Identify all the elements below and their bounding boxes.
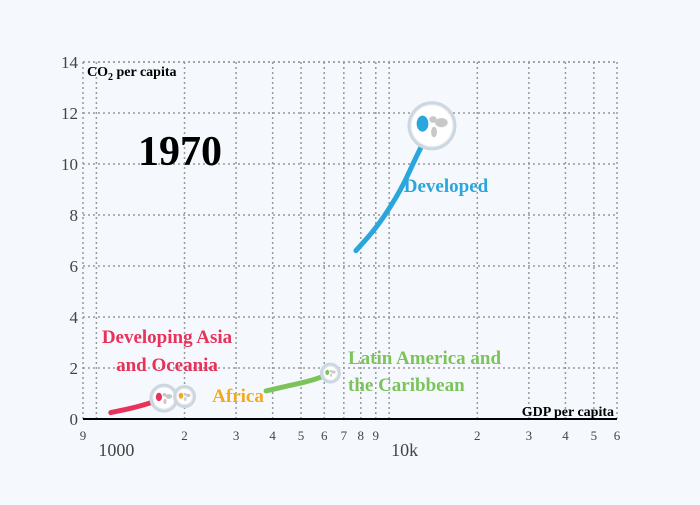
globe-continent [179,393,183,399]
y-tick-label: 14 [61,53,79,72]
globe-continent [156,393,162,401]
y-tick-label: 8 [70,206,79,225]
year-label: 1970 [138,129,222,175]
x-tick-label: 6 [321,428,328,443]
x-tick-label: 9 [373,428,380,443]
series-label-line: and Oceania [116,355,218,376]
series-label: Developing Asia and Oceania [102,327,233,376]
series-label: Africa [212,386,264,407]
globe-continent [431,127,437,138]
x-tick-label: 10k [391,440,418,460]
series-label: Developed [404,176,489,197]
x-tick-label: 9 [80,428,87,443]
globe-continent [166,394,173,399]
x-tick-label: 4 [562,428,569,443]
globe-continent [417,116,429,132]
x-tick-label: 4 [269,428,276,443]
y-tick-label: 12 [61,104,78,123]
globe-icon [175,387,195,407]
globe-continent [330,373,332,377]
series-label: Latin America and the Caribbean [348,348,501,396]
x-tick-label: 3 [526,428,533,443]
x-tick-label: 2 [181,428,188,443]
globe-continent [184,397,186,401]
y-tick-label: 2 [70,359,79,378]
globe-icon [321,364,339,382]
x-tick-label: 2 [474,428,481,443]
y-tick-label: 6 [70,257,79,276]
y-tick-label: 10 [61,155,78,174]
series-label-line: Developing Asia [102,327,233,348]
x-tick-label: 7 [341,428,348,443]
series-label-line: Africa [212,386,264,407]
globe-icon [409,103,455,149]
y-axis-title-rest: per capita [113,65,177,80]
y-tick-label: 0 [70,410,79,429]
globe-continent [163,399,166,405]
y-axis-title-main: CO [87,65,108,80]
x-tick-label: 1000 [98,440,134,460]
series-label-line: the Caribbean [348,375,465,396]
globe-continent [186,394,191,398]
x-axis-title: GDP per capita [522,405,614,420]
globe-icon [151,385,177,411]
x-tick-label: 8 [358,428,365,443]
y-tick-label: 4 [70,308,79,327]
x-tick-label: 5 [591,428,598,443]
globe-continent [435,118,448,127]
y-axis-title: CO2 per capita [87,65,177,83]
globe-continent [325,370,329,375]
x-tick-label: 5 [298,428,305,443]
series-label-line: Developed [404,176,489,197]
x-tick-label: 6 [614,428,621,443]
globe-continent [331,371,335,374]
series-label-line: Latin America and [348,348,501,369]
x-tick-label: 3 [233,428,240,443]
